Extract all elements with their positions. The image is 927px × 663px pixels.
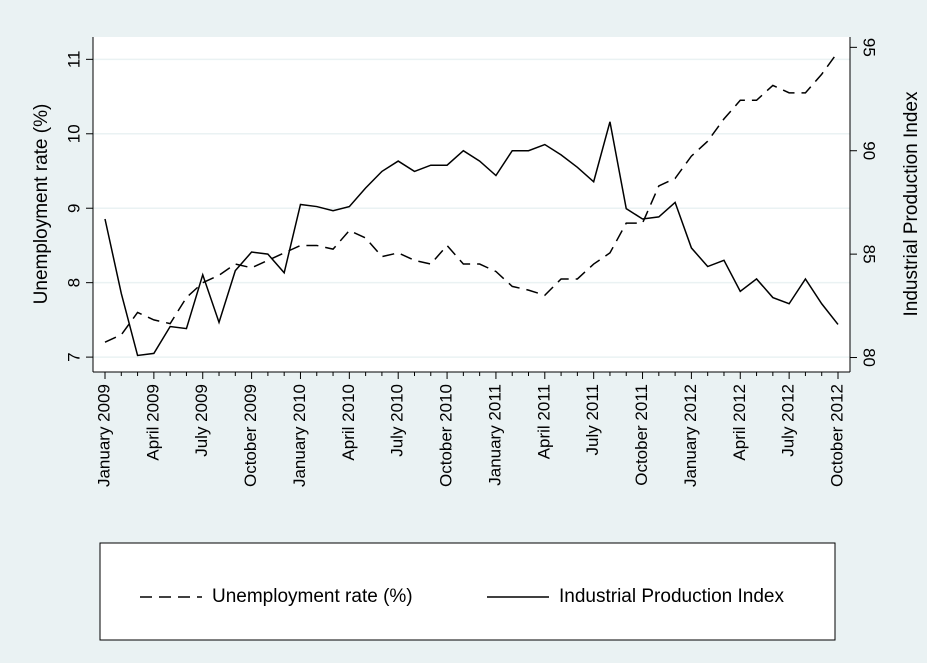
x-tick-label: October 2012 — [827, 384, 846, 487]
x-tick-label: July 2009 — [192, 384, 211, 457]
y2-tick-label: 80 — [860, 348, 879, 367]
x-tick-label: January 2012 — [681, 384, 700, 487]
x-tick-label: July 2012 — [779, 384, 798, 457]
x-tick-label: April 2011 — [534, 384, 553, 459]
x-tick-label: April 2009 — [143, 384, 162, 461]
y2-tick-label: 90 — [860, 141, 879, 160]
series-line — [104, 121, 839, 357]
x-tick-label: April 2012 — [730, 384, 749, 461]
x-tick-label: January 2011 — [485, 384, 504, 486]
x-tick-label: April 2010 — [339, 384, 358, 461]
legend-box — [99, 542, 836, 641]
series-line — [104, 51, 839, 343]
y-tick-label: 10 — [64, 124, 83, 143]
y-tick-label: 8 — [64, 278, 83, 287]
x-tick-label: January 2010 — [290, 384, 309, 487]
x-tick-label: October 2010 — [437, 384, 456, 487]
x-tick-label: July 2011 — [583, 384, 602, 456]
x-tick-label: January 2009 — [94, 384, 113, 487]
x-tick-label: October 2009 — [241, 384, 260, 487]
plot-area — [93, 37, 850, 372]
y-axis-title: Unemployment rate (%) — [31, 104, 52, 305]
y-tick-label: 7 — [64, 352, 83, 361]
x-tick-label: July 2010 — [388, 384, 407, 457]
y-tick-label: 9 — [64, 203, 83, 212]
legend-label: Industrial Production Index — [559, 586, 784, 607]
legend-label: Unemployment rate (%) — [212, 586, 413, 607]
y2-tick-label: 85 — [860, 245, 879, 264]
y2-axis-title: Industrial Production Index — [901, 91, 922, 316]
y2-tick-label: 95 — [860, 38, 879, 57]
x-tick-label: October 2011 — [632, 384, 651, 486]
y-tick-label: 11 — [64, 51, 83, 69]
